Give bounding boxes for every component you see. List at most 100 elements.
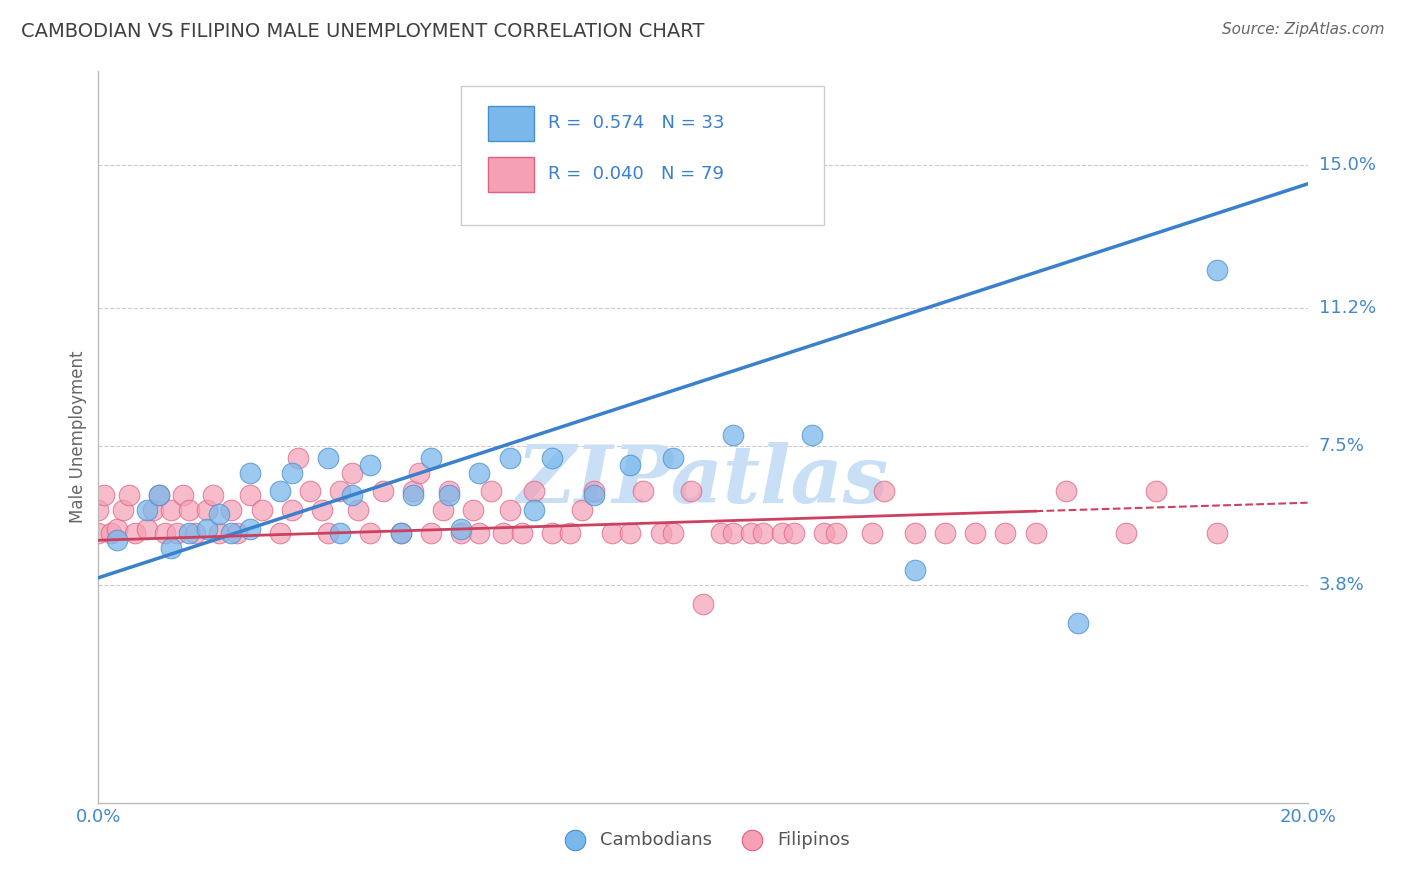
Point (142, 503, 165, 517)
Text: CAMBODIAN VS FILIPINO MALE UNEMPLOYMENT CORRELATION CHART: CAMBODIAN VS FILIPINO MALE UNEMPLOYMENT … (21, 22, 704, 41)
Text: 7.5%: 7.5% (1319, 437, 1365, 456)
Point (740, 525, 762, 540)
Point (329, 484, 352, 499)
Point (692, 597, 714, 611)
Point (389, 525, 412, 540)
Text: ZIPatlas: ZIPatlas (517, 442, 889, 520)
Point (269, 484, 291, 499)
Point (661, 450, 683, 465)
Point (239, 466, 262, 480)
Point (710, 525, 733, 540)
Point (179, 525, 201, 540)
Point (148, 488, 170, 502)
Point (904, 563, 927, 577)
Point (402, 488, 425, 502)
Point (468, 466, 491, 480)
Point (342, 466, 364, 480)
Point (1067, 615, 1090, 630)
Point (195, 503, 218, 517)
Point (111, 503, 134, 517)
Point (498, 450, 520, 465)
Point (166, 525, 188, 540)
Point (994, 525, 1017, 540)
Point (389, 525, 412, 540)
Point (523, 503, 546, 517)
Point (571, 503, 593, 517)
Point (420, 525, 443, 540)
Point (813, 525, 835, 540)
Point (408, 466, 430, 480)
Point (432, 503, 454, 517)
Point (208, 507, 231, 521)
Point (650, 525, 672, 540)
Point (770, 525, 793, 540)
Point (631, 484, 654, 499)
Point (783, 525, 806, 540)
Point (800, 428, 823, 442)
Point (450, 525, 472, 540)
Point (583, 484, 606, 499)
Point (540, 450, 562, 465)
Point (752, 525, 775, 540)
Point (1206, 263, 1229, 277)
Point (87, 525, 110, 540)
Legend: Cambodians, Filipinos: Cambodians, Filipinos (550, 823, 856, 856)
Point (723, 428, 745, 442)
Point (269, 525, 291, 540)
Point (250, 503, 273, 517)
Point (619, 458, 641, 473)
Point (329, 525, 352, 540)
Point (904, 525, 927, 540)
Bar (488, 106, 534, 141)
Point (523, 484, 546, 499)
Point (281, 503, 304, 517)
Point (1144, 484, 1167, 499)
Point (160, 541, 183, 555)
Point (360, 458, 382, 473)
Text: Source: ZipAtlas.com: Source: ZipAtlas.com (1222, 22, 1385, 37)
Point (934, 525, 956, 540)
Point (105, 533, 128, 548)
Point (825, 525, 848, 540)
Point (619, 525, 641, 540)
Point (360, 525, 382, 540)
Point (160, 503, 183, 517)
Point (221, 503, 243, 517)
Point (437, 484, 460, 499)
Point (558, 525, 581, 540)
Point (311, 503, 333, 517)
Point (583, 488, 606, 502)
Point (281, 466, 304, 480)
Text: 3.8%: 3.8% (1319, 576, 1364, 594)
Point (100, 525, 122, 540)
Point (602, 525, 624, 540)
Point (195, 522, 218, 536)
Point (179, 503, 201, 517)
Point (208, 525, 231, 540)
Point (172, 488, 194, 502)
Point (118, 488, 141, 502)
Point (437, 488, 460, 502)
Point (481, 484, 503, 499)
Text: 15.0%: 15.0% (1319, 156, 1375, 174)
Point (402, 484, 425, 499)
Text: R =  0.040   N = 79: R = 0.040 N = 79 (548, 165, 724, 183)
FancyBboxPatch shape (461, 86, 824, 225)
Point (1024, 525, 1046, 540)
Point (342, 488, 364, 502)
Point (468, 525, 491, 540)
Point (347, 503, 370, 517)
Point (371, 484, 394, 499)
Point (1054, 484, 1077, 499)
Point (510, 525, 533, 540)
Point (723, 525, 745, 540)
Point (93, 488, 115, 502)
Point (1115, 525, 1137, 540)
Point (299, 484, 322, 499)
Point (287, 450, 309, 465)
Point (316, 450, 339, 465)
Point (463, 503, 485, 517)
Text: 11.2%: 11.2% (1319, 299, 1376, 317)
Point (873, 484, 896, 499)
Point (135, 522, 157, 536)
